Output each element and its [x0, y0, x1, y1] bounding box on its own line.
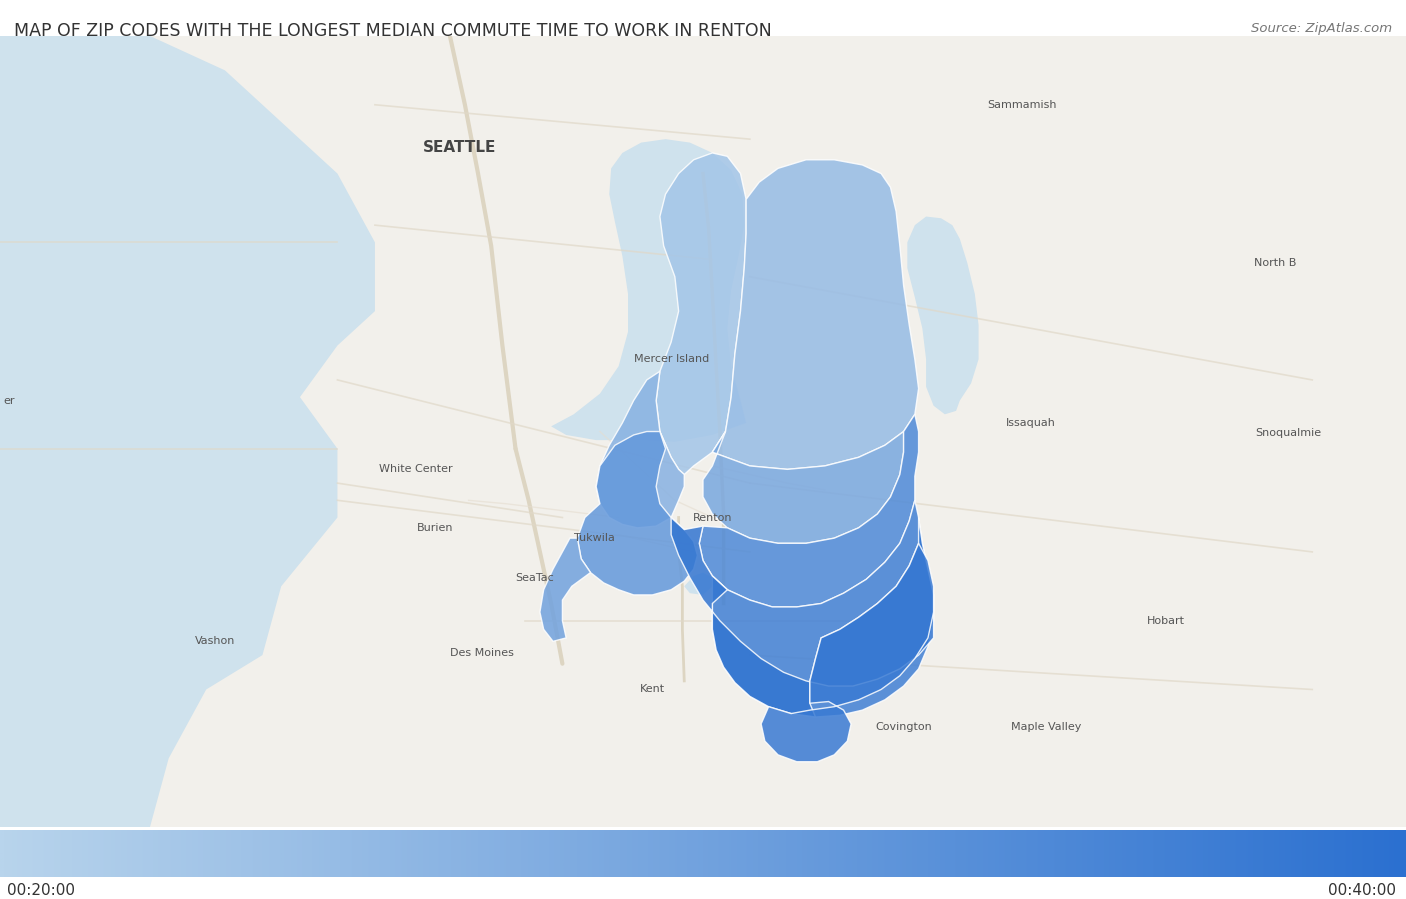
Text: Hobart: Hobart [1147, 616, 1185, 626]
Text: Vashon: Vashon [195, 636, 236, 646]
Polygon shape [578, 432, 697, 595]
Polygon shape [540, 539, 591, 641]
Polygon shape [671, 518, 934, 717]
Text: Mercer Island: Mercer Island [634, 354, 709, 364]
Polygon shape [907, 217, 979, 414]
Text: Tukwila: Tukwila [574, 533, 614, 543]
Text: er: er [4, 396, 15, 405]
Text: Burien: Burien [416, 523, 453, 533]
Polygon shape [551, 139, 747, 441]
Text: White Center: White Center [380, 465, 453, 475]
Polygon shape [657, 153, 747, 475]
Polygon shape [713, 501, 934, 717]
Text: Snoqualmie: Snoqualmie [1254, 428, 1322, 438]
Text: Issaquah: Issaquah [1007, 418, 1056, 428]
Text: 00:40:00: 00:40:00 [1329, 883, 1396, 897]
Polygon shape [703, 432, 904, 543]
Text: Sammamish: Sammamish [987, 100, 1056, 110]
Text: Covington: Covington [875, 722, 932, 733]
Text: MAP OF ZIP CODES WITH THE LONGEST MEDIAN COMMUTE TIME TO WORK IN RENTON: MAP OF ZIP CODES WITH THE LONGEST MEDIAN… [14, 22, 772, 40]
Polygon shape [685, 573, 713, 595]
Text: Des Moines: Des Moines [450, 648, 513, 658]
Text: Maple Valley: Maple Valley [1011, 722, 1081, 733]
Text: SEATTLE: SEATTLE [423, 140, 496, 156]
Text: Kent: Kent [640, 684, 665, 695]
Polygon shape [761, 543, 934, 761]
Text: North B: North B [1254, 258, 1296, 268]
Polygon shape [596, 371, 685, 528]
Polygon shape [699, 414, 918, 607]
Text: Source: ZipAtlas.com: Source: ZipAtlas.com [1251, 22, 1392, 35]
Text: Renton: Renton [693, 512, 733, 522]
Polygon shape [713, 160, 918, 469]
Polygon shape [0, 36, 375, 827]
Text: SeaTac: SeaTac [515, 573, 554, 583]
Text: 00:20:00: 00:20:00 [7, 883, 75, 897]
